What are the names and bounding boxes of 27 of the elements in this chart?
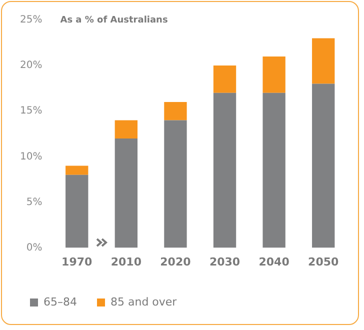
bar xyxy=(262,92,286,248)
legend-label: 65–84 xyxy=(44,295,77,308)
chart-title: As a % of Australians xyxy=(60,15,168,26)
y-tick-label: 0% xyxy=(26,242,42,254)
bar xyxy=(66,166,88,175)
x-tick-label: 1970 xyxy=(62,255,93,268)
bar xyxy=(213,92,236,248)
y-tick-label: 10% xyxy=(20,151,42,162)
bar xyxy=(114,138,138,248)
bar xyxy=(114,120,138,138)
x-tick-label: 2020 xyxy=(160,255,192,268)
legend-label: 85 and over xyxy=(110,295,178,308)
x-tick-label: 2050 xyxy=(308,255,339,268)
bar xyxy=(213,66,236,93)
x-tick-label: 2030 xyxy=(209,255,240,268)
y-tick-label: 15% xyxy=(20,106,42,117)
bar xyxy=(312,38,335,84)
bar xyxy=(312,84,335,248)
bar xyxy=(164,102,187,120)
bar xyxy=(262,56,286,93)
bar xyxy=(66,174,88,248)
y-tick-label: 5% xyxy=(26,196,42,208)
x-tick-label: 2010 xyxy=(110,255,142,268)
x-tick-label: 2040 xyxy=(258,255,290,268)
y-tick-label: 25% xyxy=(20,14,42,26)
bar xyxy=(164,120,187,248)
y-tick-label: 20% xyxy=(20,60,42,72)
